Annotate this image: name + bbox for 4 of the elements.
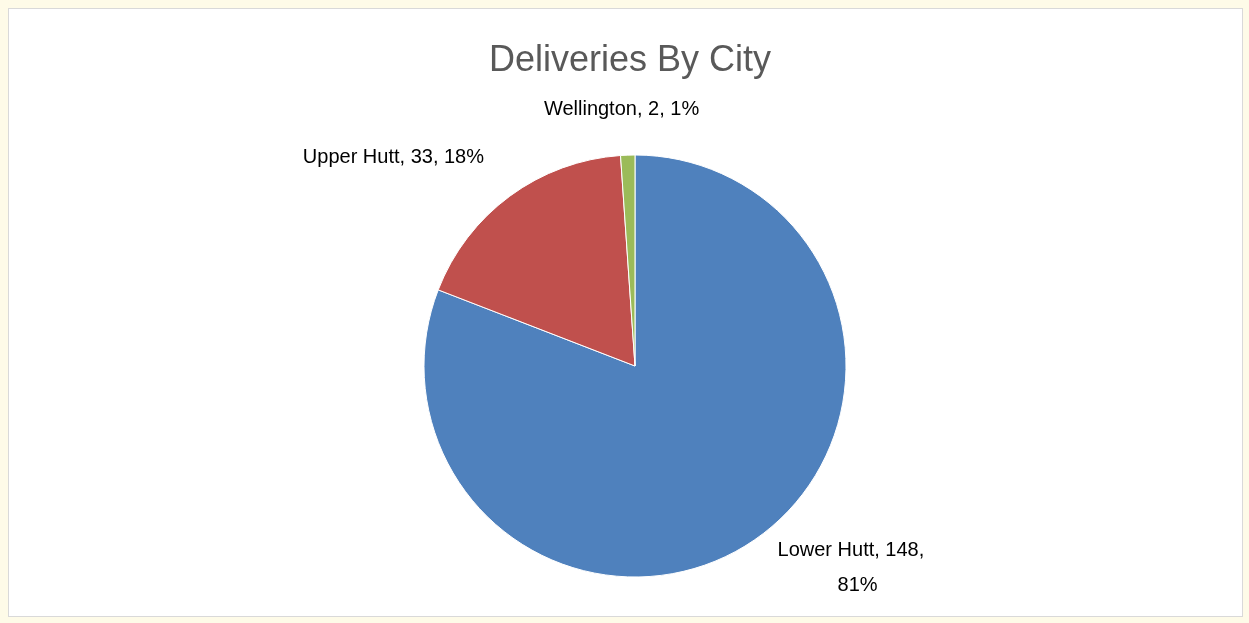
slice-label: Wellington, 2, 1% (543, 97, 700, 120)
slice-label: Upper Hutt, 33, 18% (302, 144, 485, 167)
chart-title: Deliveries By City (488, 38, 772, 79)
slice-label: Lower Hutt, 148, 81% (777, 538, 925, 596)
